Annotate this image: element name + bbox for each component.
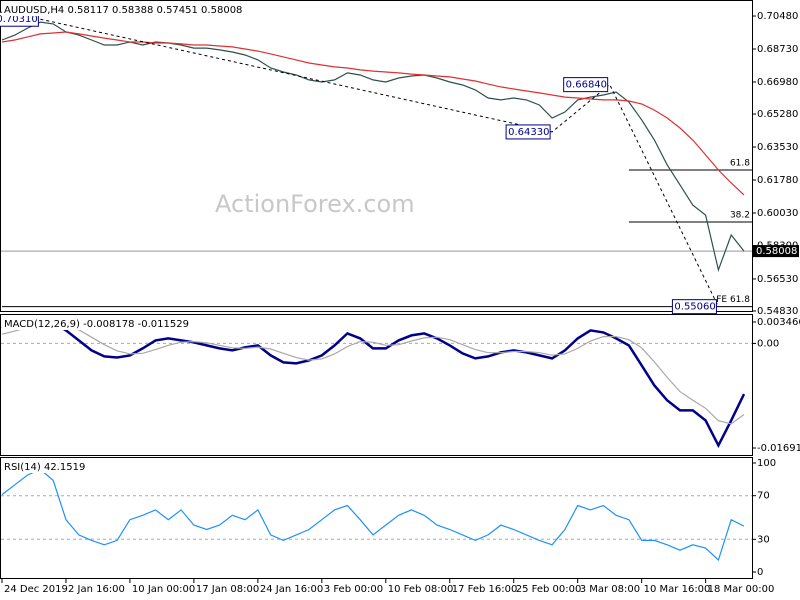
x-tick-label: 10 Mar 16:00 <box>644 584 711 595</box>
panel-title: RSI(14) 42.1519 <box>4 462 85 473</box>
y-tick-label: 0.65280 <box>757 109 798 120</box>
y-tick-label: -0.016919 <box>757 443 800 454</box>
y-tick-label: 0.70480 <box>757 11 798 22</box>
x-tick-label: 25 Feb 00:00 <box>516 584 582 595</box>
pivot-box <box>505 124 551 140</box>
watermark: ActionForex.com <box>215 190 415 218</box>
y-tick-label: 0 <box>757 567 763 578</box>
x-tick-label: 17 Jan 08:00 <box>196 584 259 595</box>
level-label: FE 61.8 <box>716 295 750 305</box>
pivot-label: 0.70310 <box>0 14 38 25</box>
pivot-box <box>563 77 609 93</box>
y-tick-label: 0.68730 <box>757 44 798 55</box>
pivot-label: 0.55060 <box>674 302 715 313</box>
y-tick-label: 0.61780 <box>757 175 798 186</box>
price-panel <box>0 0 753 312</box>
title-bg <box>2 317 193 330</box>
last-price-box <box>753 245 799 258</box>
y-tick-label: 0.54830 <box>757 306 798 317</box>
y-tick-label: 0.003466 <box>757 317 800 328</box>
y-tick-label: 70 <box>757 491 770 502</box>
x-tick-label: 24 Dec 2019 <box>4 584 68 595</box>
title-bg <box>2 3 247 16</box>
x-tick-label: 2 Jan 16:00 <box>68 584 125 595</box>
x-tick-label: 10 Jan 00:00 <box>132 584 195 595</box>
y-tick-label: 0.00 <box>757 338 779 349</box>
x-tick-label: 24 Jan 16:00 <box>260 584 323 595</box>
level-label: 61.8 <box>730 159 750 169</box>
pivot-label: 0.66840 <box>566 80 607 91</box>
y-tick-label: 0.63530 <box>757 142 798 153</box>
x-tick-label: 3 Feb 00:00 <box>324 584 383 595</box>
rsi-panel <box>0 457 753 579</box>
series-line <box>1 21 745 272</box>
x-tick-label: 3 Mar 08:00 <box>580 584 640 595</box>
y-tick-label: 100 <box>757 458 776 469</box>
series-line <box>1 319 746 449</box>
pivot-label: 0.64330 <box>508 127 549 138</box>
series-line <box>1 31 745 196</box>
level-label: 38.2 <box>730 211 750 221</box>
panel-title: MACD(12,26,9) -0.008178 -0.011529 <box>4 319 189 330</box>
y-tick-label: 0.60030 <box>757 208 798 219</box>
x-tick-label: 18 Mar 00:00 <box>708 584 775 595</box>
x-tick-label: 10 Feb 08:00 <box>388 584 454 595</box>
x-tick-label: 17 Feb 16:00 <box>452 584 518 595</box>
series-line <box>1 468 745 562</box>
panel-title: AUDUSD,H4 0.58117 0.58388 0.57451 0.5800… <box>4 5 242 16</box>
y-tick-label: 30 <box>757 534 770 545</box>
macd-panel <box>0 314 753 456</box>
series-line <box>1 322 745 425</box>
title-bg <box>2 460 90 473</box>
last-price-label: 0.58008 <box>756 246 797 257</box>
zigzag <box>40 18 719 307</box>
pivot-box <box>671 299 717 315</box>
y-tick-label: 0.56530 <box>757 274 798 285</box>
y-tick-label: 0.66980 <box>757 77 798 88</box>
